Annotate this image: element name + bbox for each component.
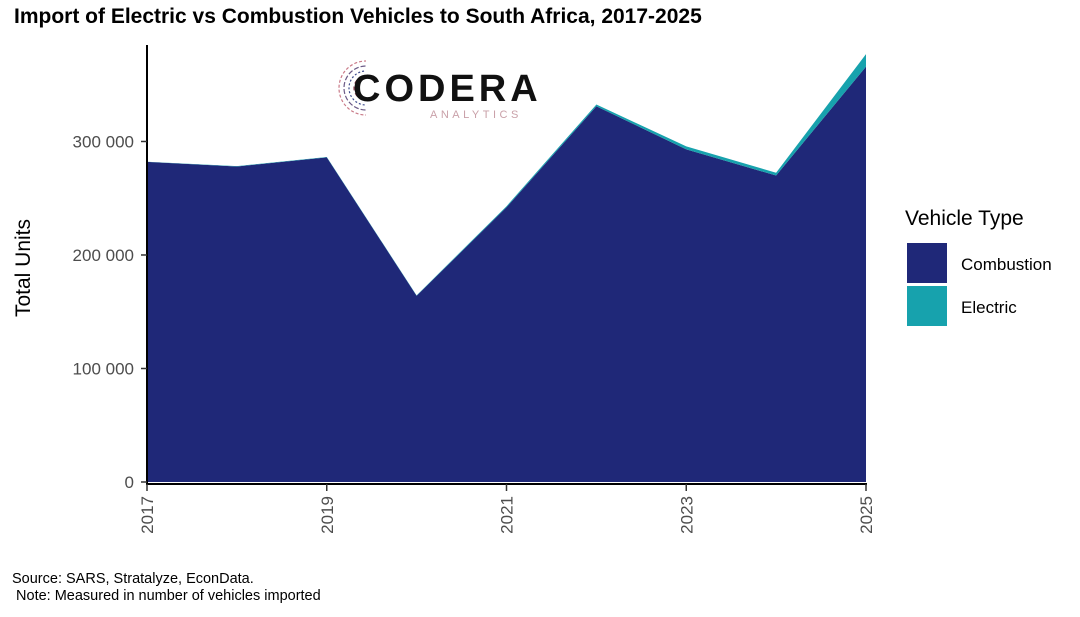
x-tick-label: 2023: [677, 496, 696, 534]
plot-areas: [147, 54, 866, 482]
legend-title: Vehicle Type: [905, 207, 1024, 230]
area-combustion: [147, 66, 866, 482]
legend-swatch-electric: [907, 286, 947, 326]
logo-circuit-icon: [338, 58, 400, 118]
measurement-note: Note: Measured in number of vehicles imp…: [12, 588, 321, 604]
logo-tagline: ANALYTICS: [430, 109, 522, 121]
chart-footer: Source: SARS, Stratalyze, EconData. Note…: [12, 571, 321, 605]
y-tick-label: 100 000: [73, 359, 134, 378]
x-tick-label: 2017: [138, 496, 157, 534]
chart-title: Import of Electric vs Combustion Vehicle…: [14, 5, 702, 28]
axes: 0 100 000 200 000 300 000 2017 2019 2021 2023 20…: [73, 45, 876, 534]
x-tick-label: 2019: [318, 496, 337, 534]
y-tick-label: 0: [125, 473, 134, 492]
logo-wordmark: CODERA: [353, 68, 542, 110]
codera-logo: CODERA ANALYTICS: [338, 58, 542, 121]
legend: Vehicle Type Combustion Electric: [905, 207, 1052, 326]
y-tick-label: 200 000: [73, 246, 134, 265]
x-tick-label: 2021: [498, 496, 517, 534]
legend-swatch-combustion: [907, 243, 947, 283]
x-tick-label: 2025: [857, 496, 876, 534]
y-tick-label: 300 000: [73, 132, 134, 151]
source-note: Source: SARS, Stratalyze, EconData.: [12, 571, 254, 587]
y-axis-label: Total Units: [12, 219, 35, 317]
legend-label-combustion: Combustion: [961, 255, 1052, 274]
legend-label-electric: Electric: [961, 298, 1017, 317]
